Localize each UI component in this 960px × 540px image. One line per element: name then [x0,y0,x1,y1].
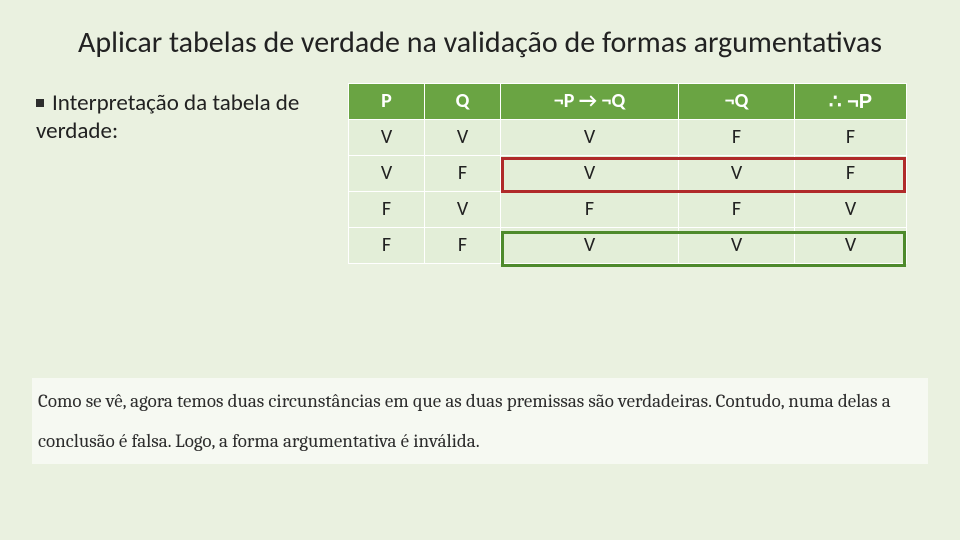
cell: V [501,227,679,263]
cell: F [679,119,795,155]
cell: V [425,191,501,227]
cell: V [349,119,425,155]
cell: F [425,155,501,191]
table-row: F F V V V [349,227,907,263]
cell: V [501,155,679,191]
explanation-text: Como se vê, agora temos duas circunstânc… [32,378,928,464]
th-imp: ¬P → ¬Q [501,83,679,119]
bullet-text: Interpretação da tabela de verdade: [36,89,299,145]
table-row: V V V F F [349,119,907,155]
cell: F [795,155,907,191]
explanation-body: Como se vê, agora temos duas circunstânc… [38,390,891,452]
table-header-row: P Q ¬P → ¬Q ¬Q ∴ ¬P [349,83,907,119]
cell: F [349,227,425,263]
slide: Aplicar tabelas de verdade na validação … [0,0,960,540]
content-row: Interpretação da tabela de verdade: P Q … [0,83,960,264]
th-p: P [349,83,425,119]
cell: F [349,191,425,227]
truth-table-wrap: P Q ¬P → ¬Q ¬Q ∴ ¬P V V V F F [348,83,907,264]
cell: F [679,191,795,227]
table-row: F V F F V [349,191,907,227]
bullet-block: Interpretação da tabela de verdade: [36,83,342,145]
th-nq: ¬Q [679,83,795,119]
cell: V [679,227,795,263]
slide-title: Aplicar tabelas de verdade na validação … [0,0,960,61]
cell: V [501,119,679,155]
th-np: ∴ ¬P [795,83,907,119]
cell: F [795,119,907,155]
cell: V [795,227,907,263]
th-q: Q [425,83,501,119]
cell: V [795,191,907,227]
th-np-label: ∴ ¬P [829,91,872,113]
bullet-icon [36,99,44,107]
cell: F [425,227,501,263]
cell: V [425,119,501,155]
cell: V [679,155,795,191]
table-row: V F V V F [349,155,907,191]
cell: F [501,191,679,227]
truth-table: P Q ¬P → ¬Q ¬Q ∴ ¬P V V V F F [348,83,907,264]
cell: V [349,155,425,191]
